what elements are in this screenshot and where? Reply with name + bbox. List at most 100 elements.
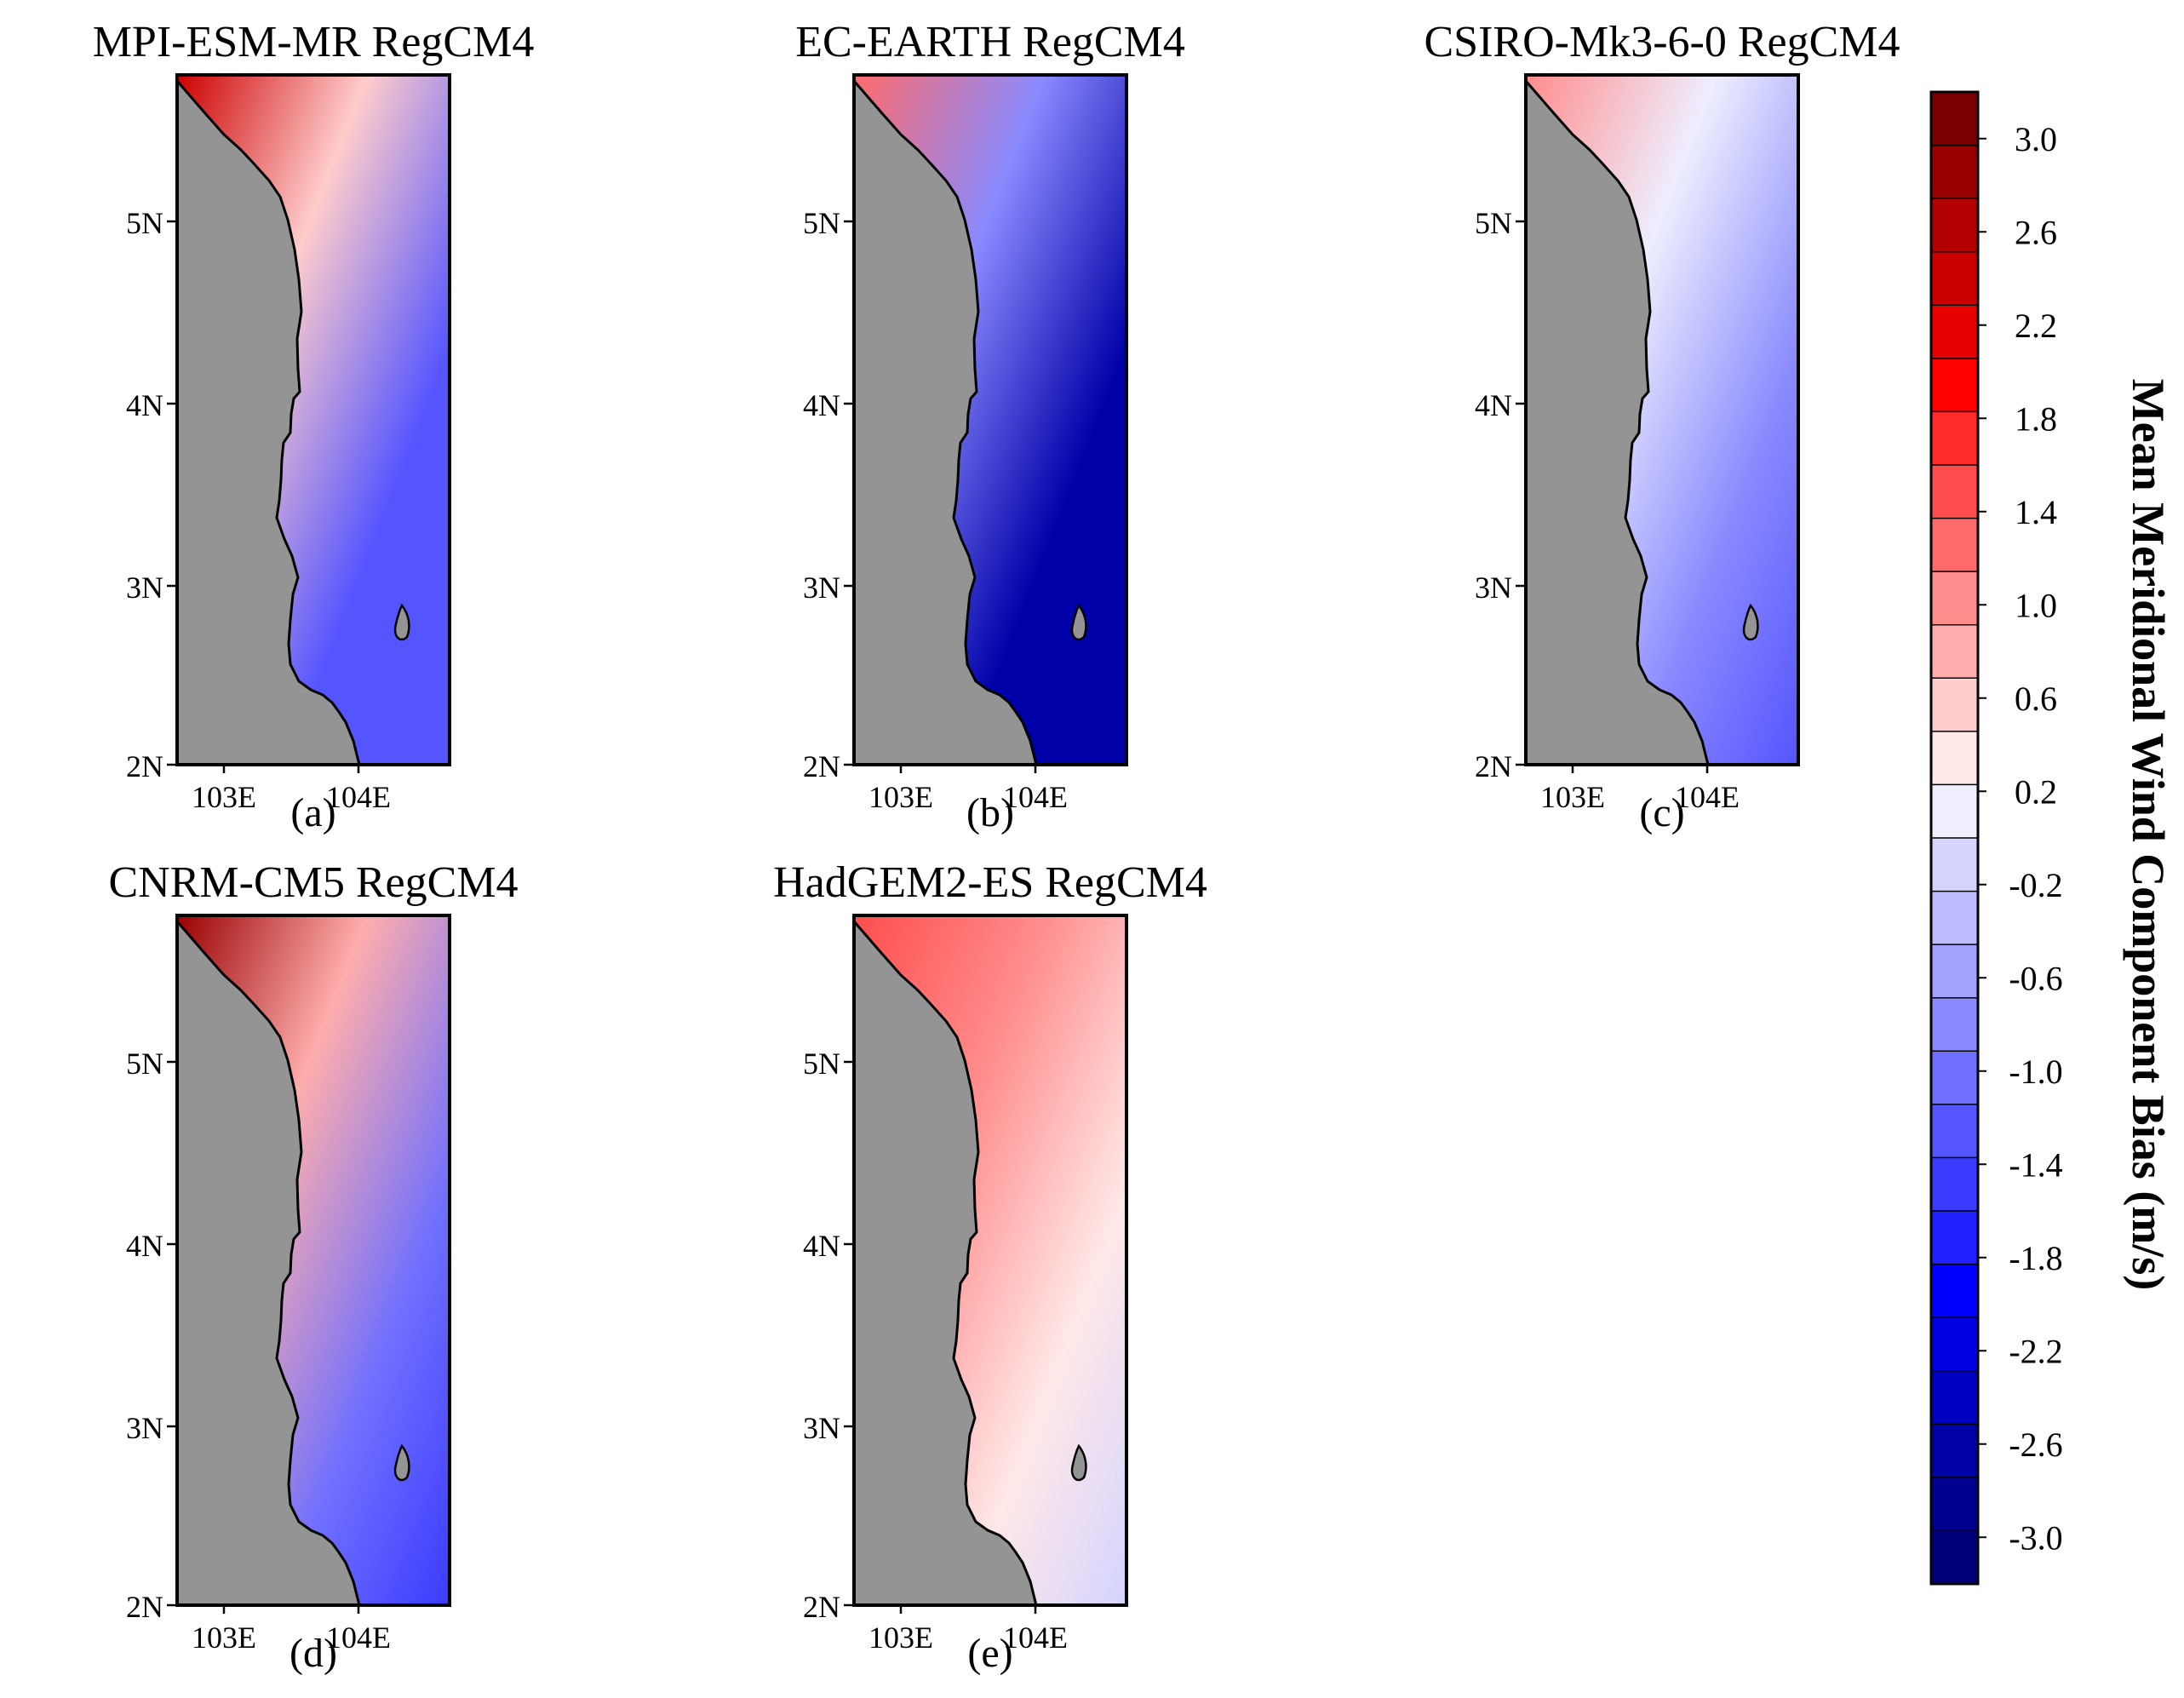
lat-tick-label: 2N <box>1475 749 1512 783</box>
lat-tick-label: 5N <box>1475 206 1512 240</box>
colorbar-segment <box>1931 251 1978 306</box>
colorbar-frame <box>1929 90 1980 1586</box>
lon-tick-label: 103E <box>868 1621 933 1655</box>
land-area <box>177 921 359 1605</box>
colorbar-segment <box>1931 305 1978 359</box>
lon-tick-label: 103E <box>1540 780 1605 814</box>
lon-tick-label: 103E <box>192 780 256 814</box>
colorbar-segment <box>1931 145 1978 199</box>
panel-letter: (d) <box>289 1631 337 1676</box>
map-frame <box>1524 73 1800 766</box>
colorbar-segment <box>1931 624 1978 679</box>
lon-axis: 103E 104E <box>192 765 391 814</box>
map-frame <box>852 914 1128 1607</box>
lat-tick-label: 4N <box>1475 388 1512 422</box>
lat-tick-label: 2N <box>803 749 840 783</box>
lon-tick-label: 104E <box>1003 780 1068 814</box>
colorbar-segment <box>1931 1104 1978 1158</box>
lat-tick-label: 2N <box>126 749 163 783</box>
colorbar-tick-label: 2.2 <box>2015 307 2057 345</box>
colorbar-segment <box>1931 891 1978 945</box>
panel-a: MPI-ESM-MR RegCM4 5N 4N 3N 2N 103E 104E(a) <box>93 18 535 835</box>
island <box>1070 603 1087 641</box>
colorbar-tick-label: 3.0 <box>2015 120 2057 158</box>
coastline <box>1524 80 1710 766</box>
lon-tick-label: 104E <box>326 1621 391 1655</box>
lat-axis: 5N 4N 3N 2N <box>1475 206 1526 783</box>
colorbar-tick-label: 2.6 <box>2015 213 2057 251</box>
colorbar-tick-label: -3.0 <box>2009 1518 2062 1557</box>
colorbar-tick-label: -1.4 <box>2009 1145 2062 1184</box>
lat-tick-label: 4N <box>126 1229 163 1263</box>
colorbar-segment <box>1931 731 1978 785</box>
panel-title: EC-EARTH RegCM4 <box>795 18 1185 66</box>
colorbar-segment <box>1931 997 1978 1052</box>
colorbar-tick-labels: 3.0 2.6 2.2 1.8 1.4 1.0 0.6 0.2 -0.2 -0.6 -1.0 -1.4… <box>1978 120 2063 1557</box>
colorbar-tick-label: -1.0 <box>2009 1053 2062 1091</box>
colorbar-segment <box>1931 358 1978 412</box>
island <box>1070 1443 1087 1482</box>
map-frame <box>852 73 1128 766</box>
colorbar-segment <box>1931 678 1978 732</box>
lon-axis: 103E 104E <box>192 1605 391 1655</box>
colorbar-segment <box>1931 465 1978 519</box>
colorbar-segment <box>1931 838 1978 892</box>
colorbar-segment <box>1931 1317 1978 1372</box>
island <box>393 603 410 641</box>
panel-b: EC-EARTH RegCM4 5N 4N 3N 2N 103E 104E(b) <box>795 18 1185 835</box>
lat-tick-label: 5N <box>126 206 163 240</box>
panel-letter: (c) <box>1639 790 1684 835</box>
panel-title: CNRM-CM5 RegCM4 <box>108 858 518 907</box>
panel-d: CNRM-CM5 RegCM4 5N 4N 3N 2N 103E 104E(d) <box>108 858 518 1676</box>
panel-title: MPI-ESM-MR RegCM4 <box>93 18 535 66</box>
lat-tick-label: 5N <box>803 1047 840 1081</box>
lon-tick-label: 104E <box>1003 1621 1068 1655</box>
lon-axis: 103E 104E <box>868 1605 1068 1655</box>
lon-axis: 103E 104E <box>1540 765 1740 814</box>
colorbar-tick-label: -0.2 <box>2009 866 2062 904</box>
lon-tick-label: 103E <box>868 780 933 814</box>
map-frame <box>175 73 451 766</box>
lat-axis: 5N 4N 3N 2N <box>803 206 854 783</box>
lat-tick-label: 4N <box>803 388 840 422</box>
panel-letter: (b) <box>966 790 1014 835</box>
coastline <box>852 80 1038 766</box>
panel-letter: (a) <box>290 790 335 835</box>
colorbar-segment <box>1931 1157 1978 1212</box>
panel-c: CSIRO-Mk3-6-0 RegCM4 5N 4N 3N 2N 103E 104E(c) <box>1424 18 1900 835</box>
coastline <box>852 921 1038 1606</box>
lat-axis: 5N 4N 3N 2N <box>126 206 177 783</box>
colorbar-tick-label: 1.0 <box>2015 586 2057 624</box>
colorbar-segment <box>1931 518 1978 572</box>
lat-tick-label: 3N <box>126 1411 163 1445</box>
colorbar-tick-label: -2.6 <box>2009 1426 2062 1464</box>
map-frame <box>175 914 451 1607</box>
coastline <box>175 921 361 1606</box>
land-area <box>1526 81 1708 765</box>
colorbar-segment <box>1931 784 1978 839</box>
panel-e: HadGEM2-ES RegCM4 5N 4N 3N 2N 103E 104E(e) <box>773 858 1207 1676</box>
land-area <box>854 921 1036 1605</box>
lat-tick-label: 2N <box>803 1590 840 1624</box>
panel-title: HadGEM2-ES RegCM4 <box>773 858 1207 907</box>
lat-axis: 5N 4N 3N 2N <box>803 1047 854 1624</box>
colorbar-segment <box>1931 1264 1978 1318</box>
colorbar-segment <box>1931 411 1978 466</box>
colorbar-segment <box>1931 1424 1978 1478</box>
lat-axis: 5N 4N 3N 2N <box>126 1047 177 1624</box>
island <box>393 1443 410 1482</box>
colorbar-segment <box>1931 1051 1978 1105</box>
colorbar: 3.0 2.6 2.2 1.8 1.4 1.0 0.6 0.2 -0.2 -0.6 -1.0 -1.4… <box>1929 90 2174 1586</box>
colorbar-tick-label: 0.6 <box>2015 680 2057 718</box>
lat-tick-label: 4N <box>803 1229 840 1263</box>
lat-tick-label: 5N <box>126 1047 163 1081</box>
lat-tick-label: 2N <box>126 1590 163 1624</box>
lon-tick-label: 103E <box>192 1621 256 1655</box>
lat-tick-label: 3N <box>803 1411 840 1445</box>
colorbar-tick-label: -0.6 <box>2009 959 2062 997</box>
colorbar-segment <box>1931 571 1978 626</box>
panel-title: CSIRO-Mk3-6-0 RegCM4 <box>1424 18 1900 66</box>
colorbar-tick-label: -2.2 <box>2009 1332 2062 1370</box>
